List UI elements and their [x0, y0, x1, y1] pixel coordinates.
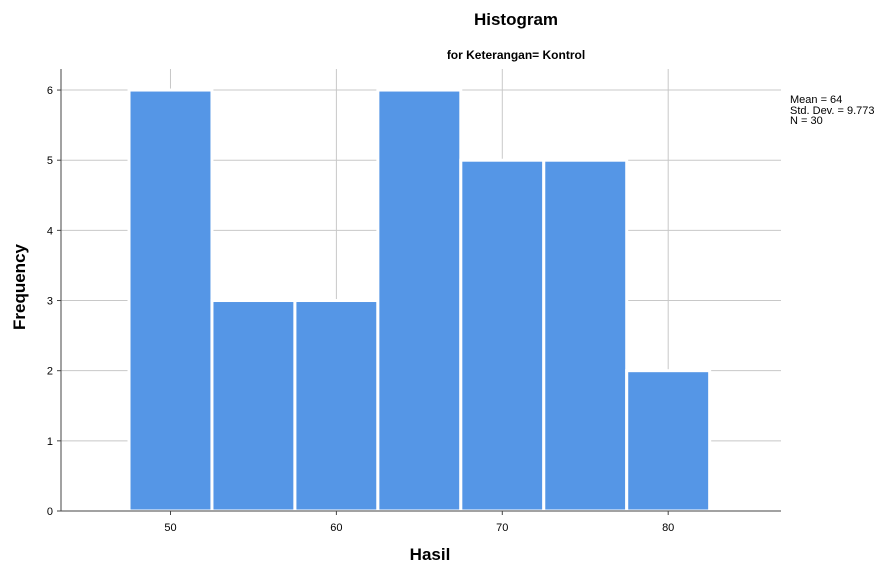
x-tick-label: 50	[164, 522, 176, 534]
histogram-bar	[542, 158, 629, 513]
y-tick-label: 4	[47, 225, 53, 237]
chart-title: Histogram	[473, 10, 559, 29]
y-tick-label: 1	[47, 436, 53, 448]
x-tick-label: 70	[496, 522, 508, 534]
stat-mean: Mean = 64	[790, 94, 843, 106]
y-tick-label: 0	[47, 506, 53, 518]
histogram-bar	[293, 299, 380, 513]
histogram-bar	[459, 158, 546, 513]
chart-subtitle: for Keterangan= Kontrol	[446, 48, 586, 62]
x-axis-label: Hasil	[409, 545, 451, 564]
histogram-bar	[210, 299, 297, 513]
stat-std-dev: Std. Dev. = 9.773	[790, 104, 875, 117]
histogram-bar	[376, 88, 463, 513]
histogram-bar	[127, 88, 214, 513]
stats-box: Mean = 64 Std. Dev. = 9.773 N = 30	[790, 95, 875, 127]
y-tick-label: 5	[47, 155, 53, 167]
y-tick-label: 2	[47, 366, 53, 378]
stat-n: N = 30	[790, 115, 823, 127]
y-tick-label: 3	[47, 296, 53, 308]
y-tick-label: 6	[47, 85, 53, 97]
x-tick-label: 60	[330, 522, 342, 534]
x-tick-label: 80	[662, 522, 674, 534]
histogram-bar	[625, 369, 712, 513]
